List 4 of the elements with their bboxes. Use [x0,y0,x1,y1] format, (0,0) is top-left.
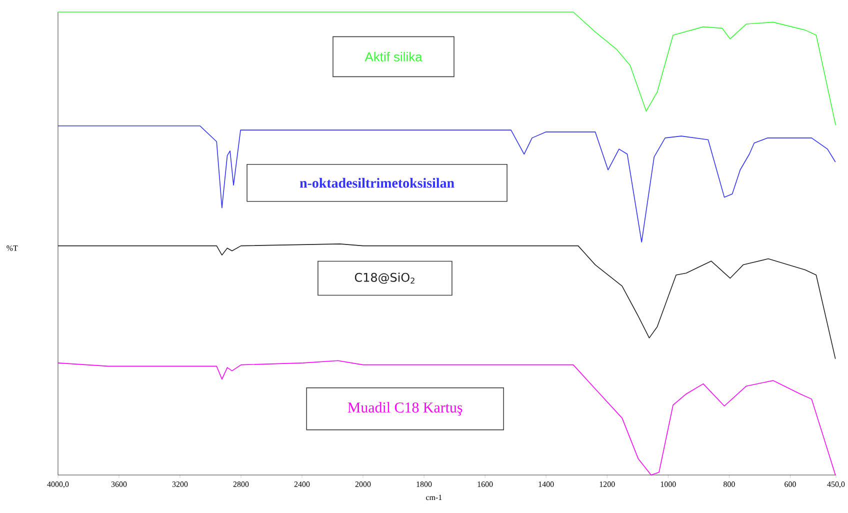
text: Aktif silika [364,52,422,62]
text: C18@SiO$_{2}$ [354,272,414,284]
text: n-oktadesiltrimetoksisilan [300,178,454,188]
text: Muadil C18 Kartuş [348,402,462,416]
